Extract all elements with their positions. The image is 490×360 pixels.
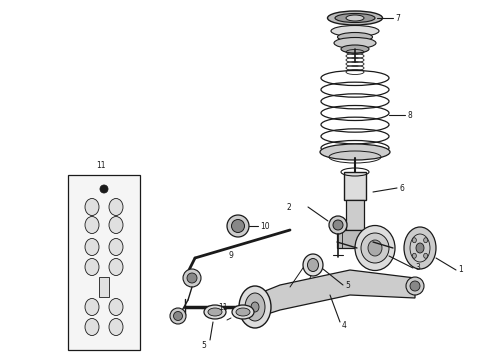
Ellipse shape <box>338 32 372 41</box>
Ellipse shape <box>361 233 389 263</box>
Ellipse shape <box>208 308 222 316</box>
Ellipse shape <box>173 311 182 320</box>
Ellipse shape <box>303 254 323 276</box>
Ellipse shape <box>183 269 201 287</box>
Ellipse shape <box>236 308 250 316</box>
Bar <box>337 230 373 248</box>
Ellipse shape <box>329 216 347 234</box>
Ellipse shape <box>327 11 383 25</box>
Ellipse shape <box>416 243 424 253</box>
Ellipse shape <box>109 239 123 256</box>
Ellipse shape <box>404 227 436 269</box>
Ellipse shape <box>413 238 416 243</box>
Ellipse shape <box>85 216 99 234</box>
Ellipse shape <box>355 225 395 270</box>
Ellipse shape <box>334 37 376 49</box>
Ellipse shape <box>308 258 319 271</box>
Ellipse shape <box>109 198 123 216</box>
Ellipse shape <box>232 305 254 319</box>
Ellipse shape <box>424 238 428 243</box>
Ellipse shape <box>231 220 245 233</box>
Ellipse shape <box>410 281 420 291</box>
Ellipse shape <box>204 305 226 319</box>
Ellipse shape <box>245 293 265 321</box>
Ellipse shape <box>413 253 416 258</box>
Text: 3: 3 <box>415 264 420 273</box>
Ellipse shape <box>187 273 197 283</box>
Text: 5: 5 <box>345 280 350 289</box>
Circle shape <box>100 185 108 193</box>
Ellipse shape <box>251 302 259 312</box>
Text: 2: 2 <box>286 202 291 212</box>
Ellipse shape <box>227 215 249 237</box>
Text: 11: 11 <box>218 303 227 312</box>
Ellipse shape <box>85 239 99 256</box>
Bar <box>346 200 364 230</box>
Ellipse shape <box>85 198 99 216</box>
Ellipse shape <box>85 319 99 336</box>
Bar <box>99 277 109 297</box>
Text: 6: 6 <box>399 184 404 193</box>
Text: 8: 8 <box>407 111 412 120</box>
Ellipse shape <box>109 258 123 275</box>
Ellipse shape <box>424 253 428 258</box>
Bar <box>344 172 366 200</box>
Text: 5: 5 <box>201 342 206 351</box>
Ellipse shape <box>406 277 424 295</box>
Ellipse shape <box>346 15 364 21</box>
Ellipse shape <box>170 308 186 324</box>
Text: 4: 4 <box>342 321 347 330</box>
Ellipse shape <box>85 258 99 275</box>
Ellipse shape <box>341 45 369 53</box>
Text: 11: 11 <box>96 161 105 170</box>
Text: 1: 1 <box>458 266 463 274</box>
Polygon shape <box>255 270 415 318</box>
Ellipse shape <box>239 286 271 328</box>
Ellipse shape <box>109 216 123 234</box>
Text: 10: 10 <box>260 221 270 230</box>
Ellipse shape <box>331 26 379 36</box>
Ellipse shape <box>85 298 99 315</box>
Ellipse shape <box>320 144 390 160</box>
Ellipse shape <box>109 319 123 336</box>
Text: 7: 7 <box>395 14 400 23</box>
Ellipse shape <box>335 14 375 23</box>
Bar <box>68 175 140 350</box>
Ellipse shape <box>109 298 123 315</box>
Text: 9: 9 <box>228 252 233 261</box>
Ellipse shape <box>333 220 343 230</box>
Ellipse shape <box>368 240 382 256</box>
